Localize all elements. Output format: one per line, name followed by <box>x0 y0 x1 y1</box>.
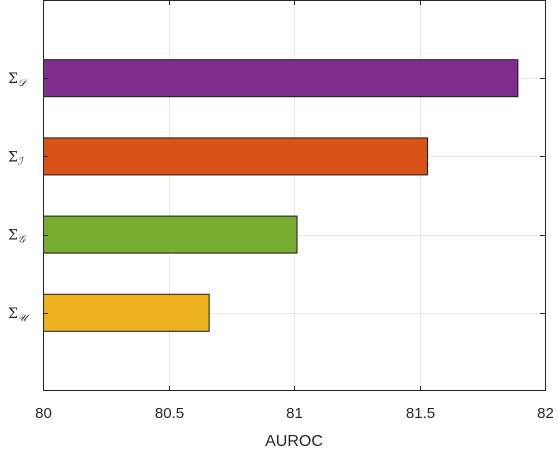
category-label-base: Σ <box>8 71 18 87</box>
category-label-sub: 𝒰 <box>18 313 30 324</box>
category-label-base: Σ <box>8 149 18 165</box>
category-label-0: Σ𝒟 <box>8 71 28 89</box>
x-axis-title: AUROC <box>265 433 323 450</box>
category-label-3: Σ𝒰 <box>8 306 30 324</box>
x-tick-label: 80.5 <box>155 405 184 422</box>
bars <box>43 59 519 332</box>
category-label-base: Σ <box>8 228 18 244</box>
x-tick-label: 80 <box>35 405 52 422</box>
category-label-sub: 𝒢 <box>18 235 27 246</box>
bar-1 <box>43 137 429 176</box>
category-label-2: Σ𝒢 <box>8 228 27 246</box>
category-label-base: Σ <box>8 306 18 322</box>
grid-lines <box>43 0 546 391</box>
ticks <box>43 0 546 391</box>
bar-0 <box>43 59 519 98</box>
category-label-sub: 𝒟 <box>18 78 28 89</box>
bar-3 <box>43 293 210 332</box>
x-tick-label: 81.5 <box>406 405 435 422</box>
category-label-1: Σℐ <box>8 149 25 167</box>
x-tick-labels: 80 80.5 81 81.5 82 <box>35 405 554 422</box>
x-tick-label: 81 <box>286 405 303 422</box>
bar-2 <box>43 215 298 254</box>
category-label-sub: ℐ <box>18 156 25 167</box>
x-tick-label: 82 <box>537 405 554 422</box>
